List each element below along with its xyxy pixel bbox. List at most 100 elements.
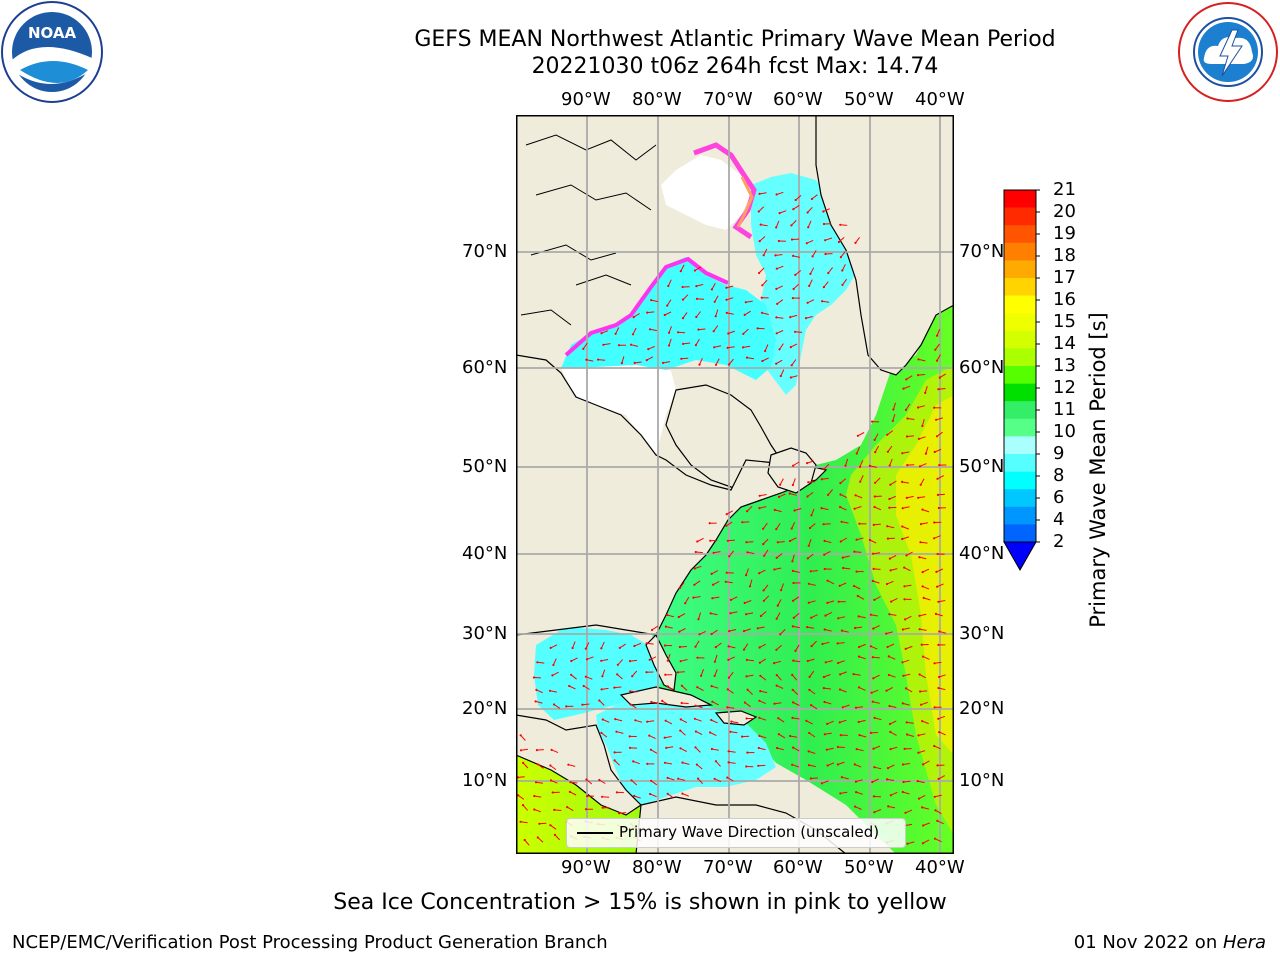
wave-direction-arrowhead bbox=[646, 311, 649, 314]
wave-direction-arrow bbox=[535, 700, 543, 704]
wave-direction-arrow bbox=[902, 481, 909, 484]
wave-direction-arrowhead bbox=[667, 284, 670, 288]
wave-direction-arrowhead bbox=[868, 538, 871, 542]
colorbar-segment bbox=[1004, 524, 1036, 543]
wave-direction-arrow bbox=[937, 475, 945, 480]
wave-direction-arrowhead bbox=[857, 615, 860, 618]
chart-title-line1: GEFS MEAN Northwest Atlantic Primary Wav… bbox=[414, 27, 1056, 52]
lon-label-top-60w: 60°W bbox=[773, 89, 823, 110]
wave-direction-arrow bbox=[808, 750, 816, 754]
wave-direction-arrow bbox=[873, 674, 880, 679]
wave-direction-arrow bbox=[745, 300, 753, 303]
wave-direction-arrow bbox=[906, 721, 914, 724]
wave-direction-arrowhead bbox=[662, 361, 665, 364]
wave-direction-arrowhead bbox=[855, 791, 858, 794]
wave-direction-arrowhead bbox=[917, 797, 921, 800]
wave-direction-arrowhead bbox=[759, 674, 762, 677]
wave-direction-arrowhead bbox=[823, 628, 826, 631]
wave-direction-arrowhead bbox=[725, 298, 728, 301]
wave-direction-arrowhead bbox=[839, 505, 842, 509]
wave-direction-arrowhead bbox=[775, 193, 778, 196]
wave-direction-arrow bbox=[840, 478, 847, 484]
wave-direction-arrowhead bbox=[743, 601, 746, 605]
wave-direction-arrowhead bbox=[888, 722, 892, 726]
wave-direction-arrow bbox=[744, 310, 751, 316]
wave-direction-arrow bbox=[651, 625, 659, 631]
wave-direction-arrowhead bbox=[680, 701, 683, 705]
wave-direction-arrowhead bbox=[823, 733, 826, 736]
wave-direction-arrowhead bbox=[693, 717, 696, 720]
wave-direction-arrow bbox=[520, 734, 526, 741]
wave-direction-arrow bbox=[937, 820, 944, 825]
wave-direction-arrowhead bbox=[714, 646, 717, 649]
wave-direction-arrowhead bbox=[726, 776, 729, 779]
wave-direction-arrowhead bbox=[791, 483, 794, 487]
wave-direction-arrow bbox=[922, 806, 930, 810]
wave-direction-arrow bbox=[631, 779, 638, 786]
wave-direction-arrow bbox=[791, 521, 796, 529]
wave-direction-arrowhead bbox=[645, 642, 648, 645]
wave-direction-arrow bbox=[794, 270, 802, 276]
wave-direction-arrowhead bbox=[773, 662, 776, 665]
wave-direction-arrow bbox=[839, 582, 847, 587]
wave-direction-arrow bbox=[795, 644, 800, 652]
wave-direction-arrowhead bbox=[728, 630, 731, 633]
wave-direction-arrow bbox=[858, 719, 866, 723]
wave-direction-arrow bbox=[776, 285, 783, 290]
wave-direction-arrowhead bbox=[886, 525, 889, 528]
colorbar-tick-label: 10 bbox=[1053, 421, 1076, 442]
wave-direction-arrowhead bbox=[536, 836, 539, 839]
lat-label-right-40n: 40°N bbox=[959, 543, 1005, 564]
wave-direction-arrow bbox=[905, 403, 911, 411]
wave-direction-arrow bbox=[827, 762, 835, 766]
wave-direction-arrow bbox=[568, 764, 576, 767]
wave-direction-arrow bbox=[808, 539, 812, 546]
wave-direction-arrowhead bbox=[553, 833, 556, 837]
wave-direction-arrow bbox=[537, 837, 544, 843]
wave-direction-arrow bbox=[905, 645, 913, 650]
wave-direction-arrowhead bbox=[681, 761, 684, 764]
wave-direction-arrowhead bbox=[933, 406, 936, 409]
colorbar-segment bbox=[1004, 242, 1036, 261]
wave-direction-arrow bbox=[918, 436, 926, 440]
hudson-bay bbox=[561, 363, 676, 455]
wave-direction-arrow bbox=[709, 732, 717, 737]
wave-direction-arrowhead bbox=[872, 567, 875, 570]
wave-direction-arrowhead bbox=[938, 376, 941, 379]
wave-direction-arrowhead bbox=[936, 477, 939, 480]
wave-direction-arrow bbox=[807, 658, 815, 662]
wave-direction-arrowhead bbox=[789, 376, 792, 379]
wave-direction-arrow bbox=[936, 354, 941, 361]
wave-direction-arrow bbox=[811, 640, 817, 647]
wave-direction-arrow bbox=[571, 657, 578, 662]
wave-direction-arrowhead bbox=[726, 539, 729, 542]
wave-direction-arrowhead bbox=[758, 192, 761, 195]
wave-direction-arrowhead bbox=[634, 719, 637, 722]
wave-direction-arrowhead bbox=[745, 356, 749, 359]
wave-direction-arrowhead bbox=[839, 673, 842, 676]
wave-direction-arrowhead bbox=[534, 700, 537, 703]
wave-direction-arrowhead bbox=[725, 513, 728, 516]
wave-direction-arrow bbox=[535, 781, 543, 784]
wave-direction-arrow bbox=[727, 706, 735, 709]
wave-direction-arrowhead bbox=[917, 374, 920, 377]
wave-direction-arrowhead bbox=[852, 584, 856, 588]
wave-direction-arrowhead bbox=[823, 567, 826, 571]
wave-direction-arrow bbox=[779, 629, 786, 635]
wave-direction-arrowhead bbox=[709, 612, 712, 615]
wave-direction-arrow bbox=[823, 463, 830, 470]
wave-direction-arrowhead bbox=[601, 795, 604, 798]
wave-direction-arrow bbox=[887, 778, 895, 781]
wave-direction-arrowhead bbox=[762, 589, 765, 592]
wave-direction-arrow bbox=[711, 283, 716, 290]
wave-direction-arrow bbox=[715, 358, 720, 366]
wave-direction-arrow bbox=[537, 763, 544, 769]
wave-direction-arrowhead bbox=[633, 361, 636, 364]
wave-direction-arrow bbox=[696, 764, 703, 770]
wave-direction-arrow bbox=[923, 822, 930, 826]
wave-direction-arrow bbox=[906, 734, 914, 737]
wave-direction-arrowhead bbox=[904, 408, 908, 411]
wave-direction-arrow bbox=[726, 285, 734, 289]
wave-direction-arrowhead bbox=[631, 333, 635, 336]
wave-direction-arrowhead bbox=[743, 313, 746, 316]
